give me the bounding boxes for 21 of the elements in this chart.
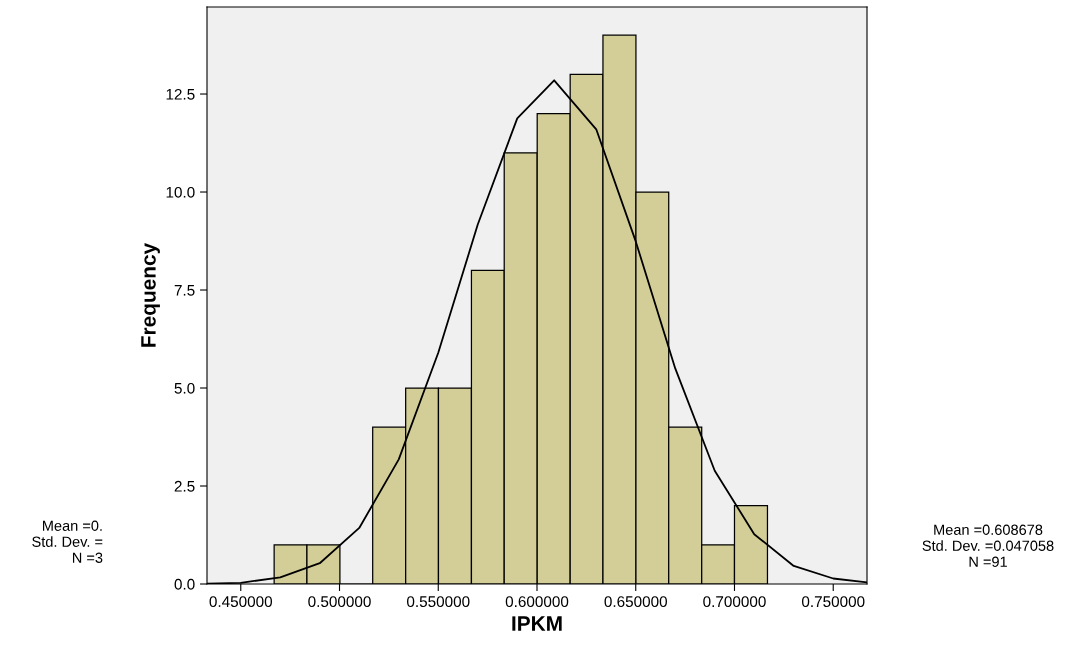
y-tick-label: 10.0	[166, 186, 195, 198]
text: N =91	[969, 556, 1007, 567]
text: Std. Dev. =0.047058	[922, 540, 1054, 551]
x-tick-label: 0.450000	[209, 596, 273, 608]
x-tick-label: 0.600000	[505, 596, 569, 608]
y-tick-label: 5.0	[174, 382, 195, 394]
x-tick-label: 0.500000	[308, 596, 371, 608]
y-tick-label: 12.5	[166, 88, 195, 100]
y-tick-label: 2.5	[174, 480, 195, 492]
text: Mean =0.	[42, 520, 102, 531]
text: Mean =0.608678	[934, 524, 1043, 535]
x-axis-title: IPKM	[512, 616, 562, 631]
x-tick-label: 0.550000	[407, 596, 470, 608]
y-tick-label: 7.5	[174, 285, 195, 296]
x-tick-label: 0.700000	[703, 596, 766, 608]
text: N =3	[72, 552, 103, 563]
y-tick-label: 0.0	[174, 578, 195, 590]
x-tick-label: 0.750000	[801, 596, 865, 608]
x-tick-label: 0.650000	[604, 596, 668, 608]
y-axis-title: Frequency	[141, 242, 160, 347]
text: Std. Dev. =	[32, 536, 103, 547]
